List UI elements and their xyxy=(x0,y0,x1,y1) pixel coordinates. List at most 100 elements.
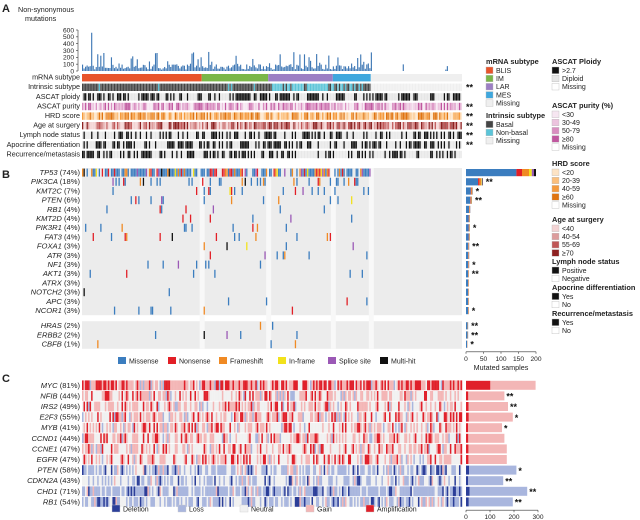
cn-cell xyxy=(332,454,335,465)
mutation-burden-bar xyxy=(142,64,144,71)
cn-cell xyxy=(384,391,387,401)
mutation-cell xyxy=(326,168,329,177)
cn-cell xyxy=(326,380,329,391)
annotation-cell xyxy=(413,122,415,130)
annotation-cell xyxy=(95,112,97,120)
cn-cell xyxy=(235,465,238,475)
mutated-samples-bar xyxy=(466,224,469,232)
annotation-cell xyxy=(340,122,342,130)
annotation-cell xyxy=(440,102,443,111)
cn-cell xyxy=(139,412,142,422)
cn-cell xyxy=(431,422,434,433)
cn-cell xyxy=(167,444,169,454)
annotation-cell xyxy=(182,150,184,159)
cn-cell xyxy=(329,412,332,422)
cn-cell xyxy=(214,433,216,444)
annotation-cell xyxy=(405,112,408,120)
annotation-cell xyxy=(369,93,371,101)
annotation-cell xyxy=(104,150,107,159)
annotation-cell xyxy=(341,141,344,149)
mutation-cell xyxy=(170,306,172,315)
annotation-cell xyxy=(220,131,222,139)
cn-bar-amplification xyxy=(466,402,469,411)
cn-cell xyxy=(158,422,160,433)
annotation-cell xyxy=(132,93,134,101)
cn-cell xyxy=(323,401,326,412)
mutation-cell xyxy=(209,214,211,223)
cn-cell xyxy=(85,380,87,391)
mutation-cell xyxy=(294,187,297,195)
mutation-burden-bar xyxy=(101,66,103,71)
mutation-burden-bar xyxy=(343,66,345,71)
annotation-cell xyxy=(437,141,439,149)
cn-bar-gain xyxy=(490,380,536,390)
annotation-cell xyxy=(186,131,189,139)
cn-cell xyxy=(182,391,185,401)
annotation-cell xyxy=(317,150,319,159)
cn-cell xyxy=(361,391,364,401)
annotation-cell xyxy=(104,93,107,101)
annotation-cell xyxy=(189,150,192,159)
annotation-cell xyxy=(162,150,164,159)
annotation-cell xyxy=(86,93,88,101)
cn-cell xyxy=(186,433,189,444)
annotation-cell xyxy=(196,131,198,139)
annotation-cell xyxy=(285,83,287,91)
mutated-axis-tick-label: 50 xyxy=(480,356,488,363)
cn-cell xyxy=(430,401,432,412)
cn-cell xyxy=(124,401,127,412)
gene-percent: (3%) xyxy=(64,242,81,251)
annotation-cell xyxy=(306,83,309,91)
cn-cell xyxy=(322,401,324,412)
cn-cell xyxy=(196,465,198,475)
mutation-cell xyxy=(83,288,85,297)
cn-cell xyxy=(138,454,140,465)
annotation-cell xyxy=(158,141,160,149)
cn-cell xyxy=(398,454,400,465)
annotation-cell xyxy=(132,131,134,139)
annotation-cell xyxy=(264,112,266,120)
mutation-cell xyxy=(346,168,348,177)
cn-cell xyxy=(118,422,121,433)
annotation-cell xyxy=(237,102,239,111)
cn-cell xyxy=(229,412,232,422)
annotation-cell xyxy=(361,141,363,149)
cn-cell xyxy=(381,444,384,454)
annotation-cell xyxy=(300,112,303,120)
annotation-cell xyxy=(243,122,245,130)
cn-cell xyxy=(303,422,306,433)
annotation-cell xyxy=(115,93,117,101)
cn-cell xyxy=(162,391,165,401)
cn-cell xyxy=(335,412,338,422)
annotation-cell xyxy=(375,112,377,120)
mutation-burden-bar xyxy=(352,67,354,71)
annotation-cell xyxy=(396,122,398,130)
cn-cell xyxy=(416,433,419,444)
cn-cell xyxy=(206,465,209,475)
cn-cell xyxy=(183,391,186,401)
mutation-burden-bar xyxy=(126,67,128,71)
gene-name: RB1 xyxy=(47,205,62,214)
cn-cell xyxy=(430,433,432,444)
cn-cell xyxy=(308,380,311,391)
mutated-axis-tick-label: 200 xyxy=(530,356,541,363)
cn-cell xyxy=(294,391,297,401)
cn-cell xyxy=(310,380,312,391)
annotation-cell xyxy=(395,93,397,101)
cn-cell xyxy=(392,412,394,422)
cn-cell xyxy=(120,454,122,465)
oncoprint-group-gap xyxy=(368,168,374,349)
legend-item-apocrine: Yes xyxy=(562,294,574,301)
cn-cell xyxy=(427,433,429,444)
cn-cell xyxy=(442,401,444,412)
mutation-cell xyxy=(191,223,193,232)
cn-cell xyxy=(110,465,113,475)
mutations-axis-tick-label: 400 xyxy=(63,41,74,48)
annotation-cell xyxy=(167,131,169,139)
cn-cell xyxy=(351,401,353,412)
annotation-cell xyxy=(247,122,249,130)
cn-cell xyxy=(367,444,370,454)
annotation-cell xyxy=(85,131,87,139)
cn-cell xyxy=(376,454,379,465)
annotation-cell xyxy=(185,112,187,120)
